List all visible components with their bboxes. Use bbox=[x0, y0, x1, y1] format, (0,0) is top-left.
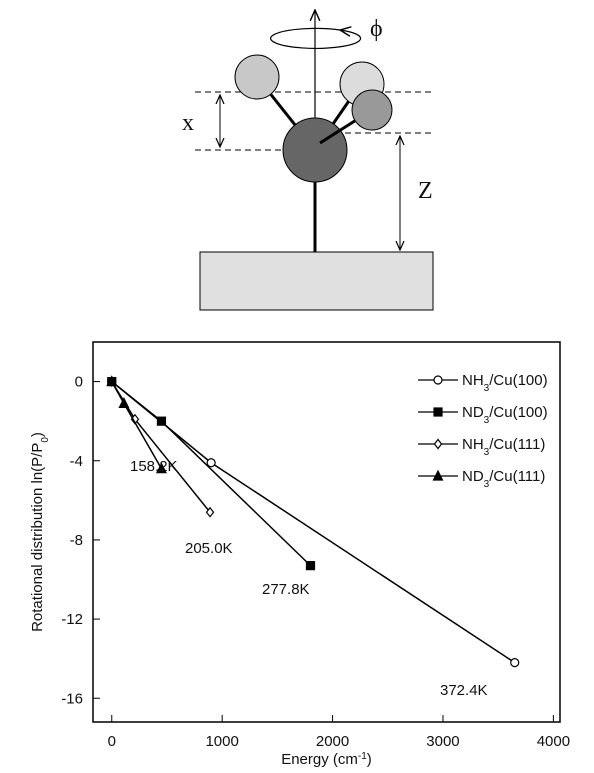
y-tick-label: -16 bbox=[61, 690, 83, 707]
marker bbox=[118, 397, 130, 408]
y-tick-label: -12 bbox=[61, 611, 83, 628]
y-tick-label: -4 bbox=[70, 453, 83, 470]
plot-frame bbox=[92, 341, 561, 723]
x-tick-label: 2000 bbox=[316, 733, 349, 750]
marker bbox=[305, 561, 316, 571]
temperature-annotation: 158.2K bbox=[130, 458, 178, 475]
x-tick-label: 1000 bbox=[205, 733, 238, 750]
n-atom bbox=[282, 117, 348, 183]
legend-marker bbox=[433, 407, 443, 417]
marker bbox=[106, 375, 118, 387]
h-atom bbox=[234, 54, 280, 100]
legend-label: ND3/Cu(100) bbox=[462, 404, 548, 426]
rotation-ellipse bbox=[270, 27, 361, 49]
marker bbox=[510, 658, 520, 668]
marker bbox=[156, 416, 167, 426]
x-tick-label: 0 bbox=[108, 733, 116, 750]
legend-marker bbox=[432, 469, 444, 481]
legend-marker bbox=[433, 375, 443, 385]
temperature-annotation: 277.8K bbox=[262, 581, 310, 598]
marker bbox=[205, 506, 215, 518]
legend-label: ND3/Cu(111) bbox=[462, 468, 545, 490]
temperature-annotation: 205.0K bbox=[185, 540, 233, 557]
y-tick-label: -8 bbox=[70, 532, 83, 549]
x-axis-label: Energy (cm-1) bbox=[281, 751, 372, 769]
rotation-arrow bbox=[340, 30, 362, 41]
y-axis-label: Rotational distribution ln(P/P0) bbox=[29, 432, 51, 632]
phi-label: ϕ bbox=[370, 16, 383, 42]
marker bbox=[206, 458, 216, 468]
x-tick-label: 4000 bbox=[537, 733, 570, 750]
series-line bbox=[111, 381, 163, 470]
x-tick-label: 3000 bbox=[426, 733, 459, 750]
molecule-diagram bbox=[195, 10, 434, 311]
series-line bbox=[111, 381, 516, 664]
marker bbox=[155, 462, 167, 474]
temperature-annotation: 372.4K bbox=[440, 682, 488, 699]
chart: 0 1000 2000 3000 4000 0 -4 -8 -12 -16 Energy (cm-1… bbox=[29, 341, 570, 769]
h-atom bbox=[351, 89, 393, 131]
z-label: Z bbox=[418, 178, 433, 204]
y-tick-label: 0 bbox=[75, 374, 83, 391]
substrate bbox=[199, 251, 434, 311]
legend-label: NH3/Cu(100) bbox=[462, 372, 548, 394]
series-line bbox=[111, 381, 211, 513]
legend-label: NH3/Cu(111) bbox=[462, 436, 545, 458]
x-label: x bbox=[182, 110, 194, 136]
legend-marker bbox=[433, 438, 443, 450]
